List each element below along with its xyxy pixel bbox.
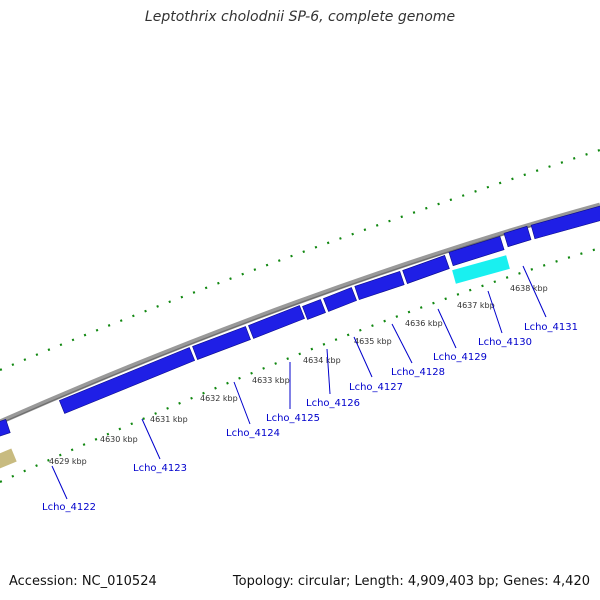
gene-label-lcho-4122[interactable]: Lcho_4122 [42,502,96,513]
gene-leader-line [51,465,68,500]
kbp-tick-label: 4635 kbp [354,337,392,346]
inner-tick-ring [0,246,600,484]
gene-block-gene [192,326,251,360]
kbp-tick-label: 4632 kbp [200,394,238,403]
map-title: Leptothrix cholodnii SP-6, complete geno… [144,9,456,25]
topology-text: Topology: circular; Length: 4,909,403 bp… [232,574,590,589]
kbp-tick-label: 4629 kbp [49,457,87,466]
kbp-tick-label: 4636 kbp [405,319,443,328]
gene-leader-line [233,381,251,425]
gene-label-lcho-4124[interactable]: Lcho_4124 [226,428,280,439]
kbp-tick-label: 4637 kbp [457,301,495,310]
gene-block-gene-other [0,448,17,469]
kbp-tick-label: 4634 kbp [303,356,341,365]
gene-label-lcho-4126[interactable]: Lcho_4126 [306,398,360,409]
kbp-tick-label: 4633 kbp [252,376,290,385]
gene-label-lcho-4128[interactable]: Lcho_4128 [391,367,445,378]
genome-backbone [0,202,600,425]
gene-block-gene [503,225,532,248]
kbp-tick-label: 4630 kbp [100,435,138,444]
accession-text: Accession: NC_010524 [9,574,157,589]
gene-block-gene [0,418,11,437]
gene-block-gene [402,255,450,284]
gene-label-lcho-4131[interactable]: Lcho_4131 [524,322,578,333]
gene-block-gene [323,287,357,312]
gene-block-gene [248,305,305,339]
gene-label-lcho-4125[interactable]: Lcho_4125 [266,413,320,424]
gene-label-lcho-4129[interactable]: Lcho_4129 [433,352,487,363]
gene-block-gene [448,235,505,267]
gene-leader-line [353,336,373,378]
gene-label-lcho-4123[interactable]: Lcho_4123 [133,463,187,474]
gene-leader-line [391,323,413,364]
gene-leader-line [141,418,161,460]
gene-block-gene-highlight [452,255,510,284]
gene-leader-line [326,348,331,395]
gene-label-lcho-4127[interactable]: Lcho_4127 [349,382,403,393]
gene-block-gene [302,299,326,320]
gene-block-gene [58,347,196,414]
gene-block-gene [354,270,405,301]
gene-leader-line [487,290,503,334]
kbp-tick-label: 4631 kbp [150,415,188,424]
gene-label-lcho-4130[interactable]: Lcho_4130 [478,337,532,348]
gene-block-gene [530,205,600,240]
gene-leader-line [522,265,547,318]
kbp-tick-label: 4638 kbp [510,284,548,293]
gene-leader-line [437,308,457,349]
